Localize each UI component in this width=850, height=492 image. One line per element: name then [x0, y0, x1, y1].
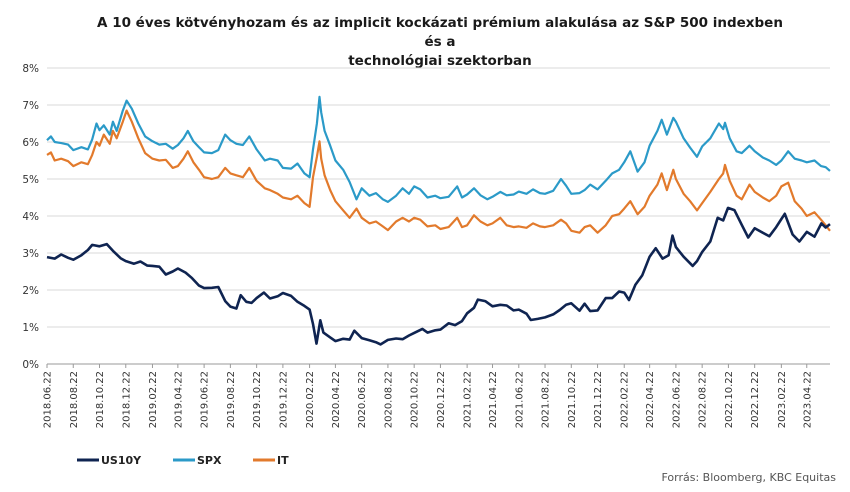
x-tick-label: 2020.08.22 [383, 371, 394, 428]
x-tick-label: 2022.02.22 [620, 371, 631, 428]
y-tick-label: 3% [22, 248, 39, 260]
y-tick-label: 0% [22, 359, 39, 371]
x-tick-label: 2018.06.22 [43, 371, 54, 428]
x-axis-tick-labels: 2018.06.22 2018.08.22 2018.10.22 2018.12.22… [43, 364, 813, 428]
chart-title-line-2: technológiai szektorban [348, 53, 532, 69]
y-tick-label: 2% [22, 285, 39, 297]
y-tick-label: 7% [22, 100, 39, 112]
x-tick-label: 2021.02.22 [463, 371, 474, 428]
x-tick-label: 2020.04.22 [331, 371, 342, 428]
x-tick-label: 2019.04.22 [173, 371, 184, 428]
legend-label-it: IT [277, 454, 289, 467]
x-tick-label: 2018.10.22 [95, 371, 106, 428]
x-tick-label: 2022.08.22 [698, 371, 709, 428]
y-tick-label: 6% [22, 137, 39, 149]
x-tick-label: 2021.12.22 [593, 371, 604, 428]
x-tick-label: 2021.04.22 [488, 371, 499, 428]
x-tick-label: 2018.12.22 [121, 371, 132, 428]
series-line-it [46, 109, 831, 234]
chart-title: A 10 éves kötvényhozam és az implicit ko… [90, 14, 790, 71]
x-tick-label: 2023.04.22 [802, 371, 813, 428]
x-tick-label: 2019.12.22 [278, 371, 289, 428]
y-gridlines [47, 67, 830, 365]
x-tick-label: 2021.06.22 [514, 371, 525, 428]
series-lines [46, 95, 831, 346]
x-tick-label: 2020.12.22 [436, 371, 447, 428]
legend: US10Y SPX IT [77, 454, 289, 467]
chart-title-line-1: A 10 éves kötvényhozam és az implicit ko… [97, 15, 783, 50]
x-tick-label: 2022.04.22 [645, 371, 656, 428]
x-tick-label: 2018.08.22 [69, 371, 80, 428]
series-line-spx [46, 95, 831, 203]
y-tick-label: 4% [22, 211, 39, 223]
x-tick-label: 2019.08.22 [226, 371, 237, 428]
legend-label-us10y: US10Y [101, 454, 142, 467]
y-tick-label: 8% [22, 63, 39, 75]
x-tick-label: 2022.10.22 [724, 371, 735, 428]
y-tick-label: 1% [22, 322, 39, 334]
x-tick-label: 2020.06.22 [357, 371, 368, 428]
source-note: Forrás: Bloomberg, KBC Equitas [661, 471, 836, 484]
x-tick-label: 2020.02.22 [305, 371, 316, 428]
x-tick-label: 2019.10.22 [252, 371, 263, 428]
x-tick-label: 2020.10.22 [410, 371, 421, 428]
y-tick-label: 5% [22, 174, 39, 186]
x-tick-label: 2023.02.22 [777, 371, 788, 428]
x-tick-label: 2019.02.22 [148, 371, 159, 428]
x-tick-label: 2019.06.22 [200, 371, 211, 428]
y-axis-tick-labels: 0% 1% 2% 3% 4% 5% 6% 7% 8% [22, 63, 39, 371]
series-line-us10y [46, 206, 831, 346]
x-tick-label: 2022.12.22 [750, 371, 761, 428]
legend-label-spx: SPX [197, 454, 222, 467]
x-tick-label: 2021.10.22 [567, 371, 578, 428]
x-tick-label: 2022.06.22 [671, 371, 682, 428]
x-tick-label: 2021.08.22 [541, 371, 552, 428]
